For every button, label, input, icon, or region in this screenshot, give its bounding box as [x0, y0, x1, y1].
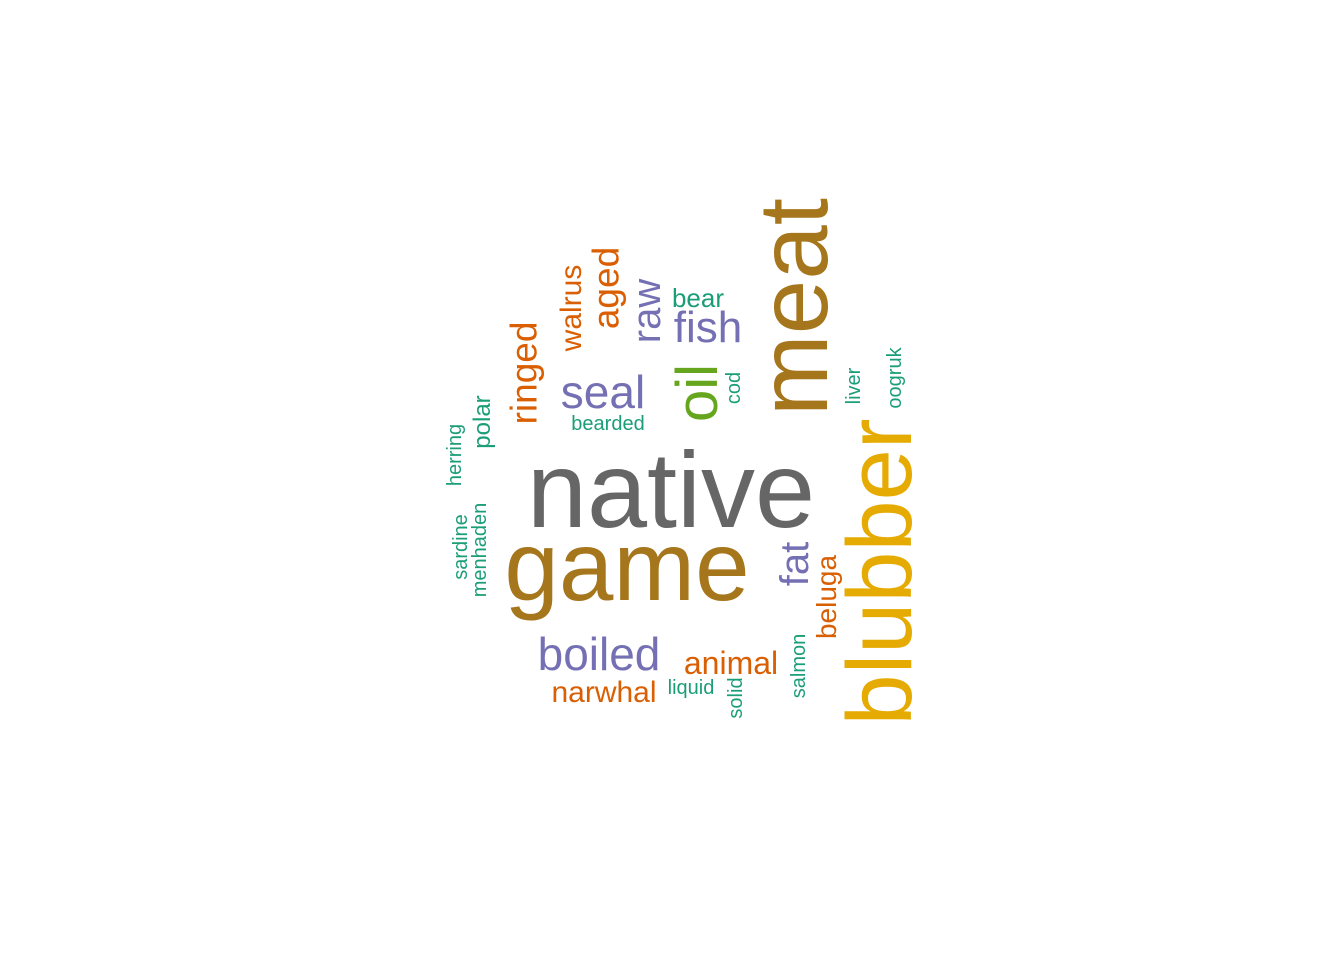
word-blubber: blubber [829, 418, 931, 726]
word-raw: raw [625, 278, 669, 344]
word-salmon: salmon [788, 633, 810, 699]
word-narwhal: narwhal [551, 676, 657, 709]
word-seal: seal [560, 366, 646, 418]
word-game: game [504, 511, 750, 621]
word-fish: fish [673, 303, 743, 352]
word-liver: liver [843, 367, 865, 405]
word-animal: animal [683, 645, 779, 681]
word-liquid: liquid [667, 677, 715, 699]
word-aged: aged [585, 246, 627, 330]
word-boiled: boiled [537, 628, 661, 680]
word-beluga: beluga [811, 554, 842, 640]
word-walrus: walrus [555, 264, 588, 352]
word-herring: herring [444, 423, 466, 487]
word-meat: meat [738, 198, 848, 416]
word-menhaden: menhaden [469, 502, 491, 598]
word-polar: polar [469, 395, 496, 449]
word-native: native [526, 429, 816, 550]
word-cod: cod [723, 371, 745, 405]
word-solid: solid [725, 677, 747, 719]
word-ringed: ringed [503, 321, 545, 425]
word-fat: fat [773, 541, 817, 587]
word-bear: bear [671, 283, 725, 313]
word-bearded: bearded [571, 413, 645, 435]
word-sardine: sardine [450, 514, 472, 580]
word-oogruk: oogruk [884, 347, 906, 409]
word-oil: oil [665, 363, 730, 423]
